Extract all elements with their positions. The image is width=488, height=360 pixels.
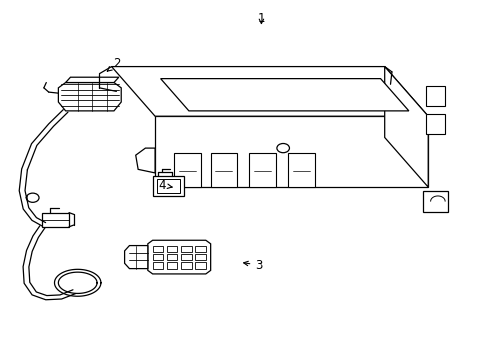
Polygon shape [124,246,147,269]
Bar [181,254,191,260]
Polygon shape [58,82,121,111]
Bar [210,153,237,187]
Polygon shape [160,78,408,111]
Bar [425,114,444,134]
Text: 4: 4 [158,179,172,192]
Bar [166,262,177,269]
Bar [425,86,444,105]
Bar [181,246,191,252]
Bar [181,262,191,269]
Polygon shape [111,67,427,116]
Bar [195,246,205,252]
Bar [195,262,205,269]
Bar [156,179,180,193]
Bar [166,254,177,260]
Polygon shape [147,240,210,274]
Polygon shape [152,176,183,196]
Text: 3: 3 [243,258,262,271]
Bar [152,254,163,260]
Bar [174,153,201,187]
Bar [249,153,275,187]
Bar [152,262,163,269]
Bar [423,191,447,212]
Bar [195,254,205,260]
Text: 1: 1 [257,12,264,25]
Text: 2: 2 [107,57,120,71]
Bar [152,246,163,252]
Polygon shape [384,67,427,187]
Polygon shape [155,116,427,187]
Polygon shape [65,77,119,82]
Bar [287,153,314,187]
Bar [166,246,177,252]
Polygon shape [136,148,155,173]
Bar [42,213,69,227]
